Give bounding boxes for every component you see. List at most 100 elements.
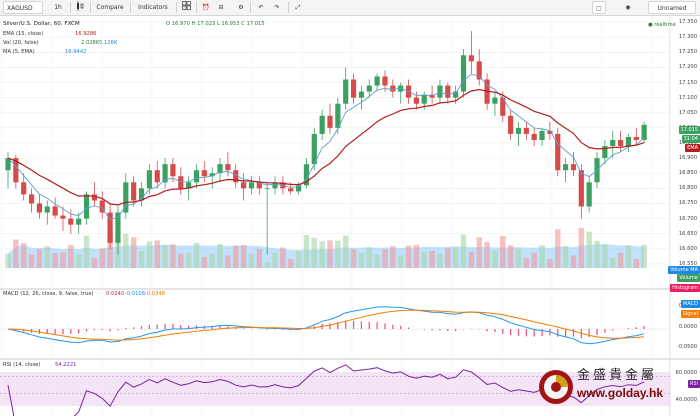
- volume-bar: [272, 252, 278, 268]
- volume-bar: [162, 245, 168, 268]
- volume-bar: [523, 258, 530, 268]
- macd-tag: MACD: [681, 300, 700, 308]
- compare-button[interactable]: Compare: [96, 4, 124, 11]
- price-tick-label: 16.800: [678, 185, 697, 192]
- macd-tick-zero: 0.0000: [678, 324, 697, 330]
- candle-body: [366, 85, 372, 92]
- undo-icon[interactable]: ↶: [258, 4, 264, 11]
- volume-bar: [83, 235, 90, 268]
- candle-body: [193, 170, 200, 183]
- volume-bar: [68, 244, 74, 268]
- candle-body: [570, 164, 577, 171]
- candle-body: [335, 103, 341, 128]
- volume-bar: [609, 258, 616, 268]
- volume-bar: [303, 235, 310, 268]
- candle-body: [138, 188, 145, 201]
- interval-selector[interactable]: 1h: [54, 4, 62, 11]
- volume-bar: [248, 254, 255, 268]
- candle-body: [288, 188, 294, 192]
- layout-name-button[interactable]: Unnamed: [648, 1, 696, 14]
- macd-line: [7, 306, 645, 345]
- rsi-line: [7, 364, 645, 416]
- price-tick-label: 16.950: [678, 140, 697, 146]
- price-tick-label: 17.050: [678, 109, 697, 116]
- volume-bar: [413, 244, 420, 268]
- volume-bar: [484, 242, 490, 268]
- volume-bar: [154, 240, 160, 268]
- volume-bar: [342, 235, 349, 268]
- candle-body: [539, 130, 545, 140]
- volume-bar: [397, 255, 404, 268]
- candle-body: [107, 212, 113, 243]
- vol-value-1: 2.028K: [81, 40, 100, 46]
- candle-body: [83, 194, 90, 219]
- macd-legend[interactable]: MACD (12, 26, close, 9, false, true) 0.0…: [3, 291, 165, 297]
- volume-bar: [5, 253, 11, 268]
- ma-label: MA (5, EMA): [3, 49, 35, 55]
- volume-bar: [178, 253, 184, 268]
- rsi-tick-60: 60.0000: [675, 370, 697, 376]
- alert-icon[interactable]: ⏰: [202, 4, 210, 11]
- candle-body: [358, 91, 365, 98]
- toolbar-divider: [288, 2, 289, 13]
- rsi-tag: RSI: [687, 380, 700, 388]
- volume-bar: [547, 258, 553, 268]
- replay-icon[interactable]: ⊟: [218, 4, 224, 11]
- price-tick-label: 17.200: [678, 64, 697, 71]
- rsi-legend[interactable]: RSI (14, close) 54.2221: [3, 362, 76, 368]
- volume-bar: [586, 231, 592, 268]
- candle-body: [586, 182, 592, 207]
- volume-bar: [193, 243, 200, 268]
- golday-watermark: 金盛貴金屬 www.golday.hk: [535, 362, 700, 416]
- volume-bar: [366, 247, 373, 268]
- candle-body: [508, 115, 514, 134]
- ema-legend[interactable]: EMA (15, close) 16.9286: [3, 31, 96, 37]
- redo-icon[interactable]: ↷: [274, 4, 280, 11]
- candle-body: [390, 85, 396, 92]
- volume-bar: [217, 243, 223, 268]
- ma-legend[interactable]: MA (5, EMA) 16.9442: [3, 49, 86, 55]
- volume-bar: [437, 253, 443, 268]
- volume-bar: [311, 237, 318, 268]
- symbol-input[interactable]: XAGUSD: [3, 1, 43, 14]
- candle-body: [146, 170, 152, 189]
- volume-bar: [256, 248, 263, 268]
- volume-bar: [460, 234, 467, 268]
- chart-properties-icon[interactable]: ▢: [592, 1, 606, 14]
- candle-body: [201, 170, 207, 177]
- vol-legend[interactable]: Vol (20, false) 2.028K 5.126K: [3, 40, 117, 46]
- snapshot-icon[interactable]: ◉: [625, 4, 631, 11]
- candle-body: [445, 85, 451, 98]
- macd-tick-bottom: -0.0500: [676, 344, 697, 350]
- volume-bar: [382, 249, 388, 268]
- volume-bar: [146, 241, 153, 268]
- candle-body: [319, 115, 325, 134]
- volume-tag: Volume: [677, 274, 700, 282]
- signal-tag: Signal: [680, 310, 700, 318]
- ma-value: 16.9442: [65, 49, 87, 55]
- volume-bar: [531, 252, 537, 268]
- templates-icon[interactable]: [180, 1, 192, 14]
- candle-style-icon[interactable]: [74, 1, 86, 14]
- price-tick-label: 17.250: [678, 49, 697, 56]
- candle-body: [374, 76, 380, 86]
- ema-tag: EMA: [685, 144, 700, 152]
- volume-bar: [123, 233, 129, 268]
- candle-body: [52, 206, 58, 216]
- volume-bar: [555, 229, 561, 268]
- toolbar-divider: [176, 2, 177, 13]
- indicators-button[interactable]: Indicators: [138, 4, 168, 11]
- fullscreen-icon[interactable]: ⤢: [295, 4, 301, 11]
- volume-bar: [562, 246, 569, 268]
- volume-bar: [13, 239, 19, 268]
- volume-bar: [52, 253, 58, 268]
- candle-body: [68, 218, 74, 225]
- settings-gear-icon[interactable]: ⚙: [238, 4, 244, 11]
- chart-canvas[interactable]: [0, 16, 700, 416]
- candle-body: [272, 182, 278, 189]
- candle-body: [248, 182, 255, 189]
- golday-logo-icon: [539, 370, 573, 404]
- candle-body: [21, 182, 27, 195]
- candle-body: [625, 136, 632, 147]
- chart-area[interactable]: Silver/U.S. Dollar, 60, FXCM O 16.970 H …: [0, 16, 700, 416]
